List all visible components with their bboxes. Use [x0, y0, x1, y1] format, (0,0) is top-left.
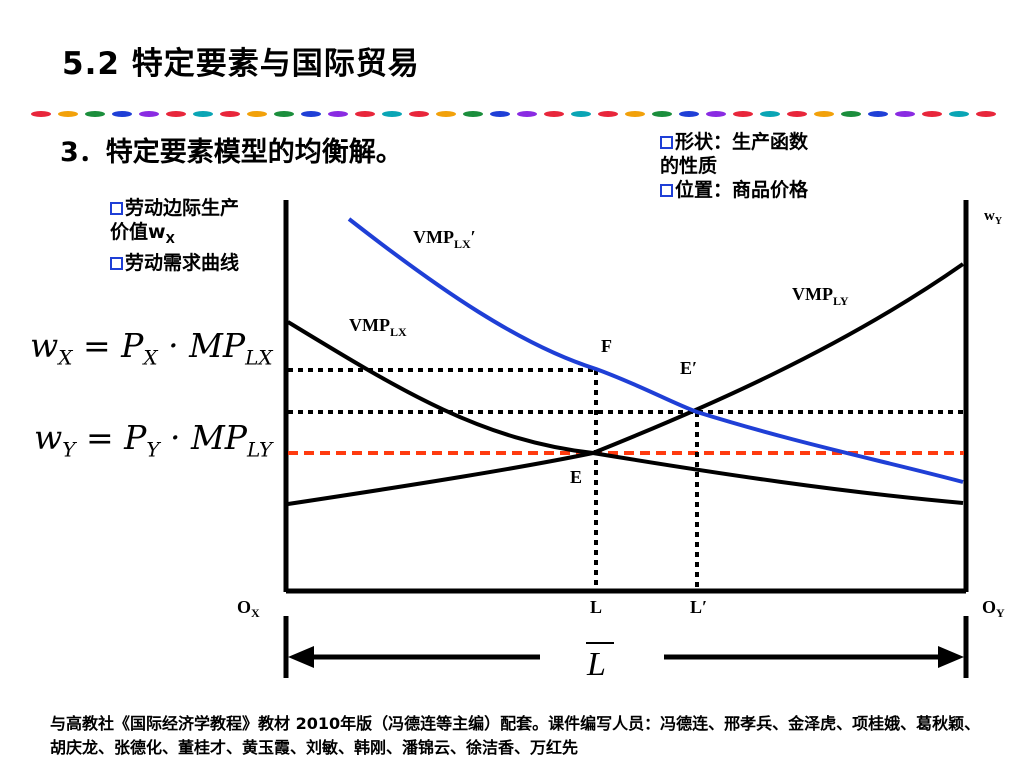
divider-dash [760, 111, 780, 117]
divider-dash [598, 111, 618, 117]
divider-dash [274, 111, 294, 117]
formula-wx: wX = PX · MPLX [30, 326, 273, 370]
divider-dash [895, 111, 915, 117]
checkbox-bullet-icon [110, 202, 123, 215]
divider-dash [544, 111, 564, 117]
note-vmp-line1: 劳动边际生产 [125, 197, 240, 219]
divider-dash [31, 111, 51, 117]
note-position-line: 位置：商品价格 [675, 179, 809, 201]
checkbox-bullet-icon [660, 136, 673, 149]
note-shape-position: 形状：生产函数 的性质 位置：商品价格 [660, 130, 808, 202]
note-vmp-line2: 价值w [110, 221, 166, 243]
section-subheading: 3．特定要素模型的均衡解。 [60, 137, 403, 168]
divider-dash [814, 111, 834, 117]
divider-dash [58, 111, 78, 117]
divider-dash [787, 111, 807, 117]
total-labor-L-bar: L [586, 646, 606, 683]
divider-dash [166, 111, 186, 117]
point-E: E [570, 467, 582, 487]
arrow-left-icon [288, 646, 314, 668]
divider-dash [679, 111, 699, 117]
divider-dash [652, 111, 672, 117]
divider-dash [409, 111, 429, 117]
divider-dash [85, 111, 105, 117]
divider-dash [436, 111, 456, 117]
note-labor-demand: 劳动边际生产 价值wX 劳动需求曲线 [110, 196, 239, 275]
divider-dash [463, 111, 483, 117]
divider-dash [220, 111, 240, 117]
divider-dash [517, 111, 537, 117]
divider-dash [922, 111, 942, 117]
label-vmp-lx-prime: VMPLX′ [413, 227, 476, 251]
vmp-ly-curve [287, 262, 965, 506]
divider-dash [841, 111, 861, 117]
divider-dash [112, 111, 132, 117]
checkbox-bullet-icon [660, 184, 673, 197]
divider-dash [355, 111, 375, 117]
divider-dash [706, 111, 726, 117]
vmp-lx-prime-curve [347, 217, 964, 484]
axis-label-oy: OY [982, 597, 1005, 620]
formula-wy: wY = PY · MPLY [34, 418, 273, 462]
point-F: F [601, 336, 612, 356]
axis-label-ox: OX [237, 597, 260, 620]
divider-dash [625, 111, 645, 117]
divider-dash [868, 111, 888, 117]
slide-title: 5.2 特定要素与国际贸易 [62, 46, 420, 82]
axis-label-L-prime: L′ [690, 597, 707, 617]
divider-dash [571, 111, 591, 117]
divider-dash [247, 111, 267, 117]
divider-dash [193, 111, 213, 117]
label-vmp-lx: VMPLX [349, 315, 407, 339]
footer-credits: 与高教社《国际经济学教程》教材 2010年版（冯德连等主编）配套。课件编写人员：… [50, 714, 981, 757]
divider-dash [976, 111, 996, 117]
divider-dash [382, 111, 402, 117]
decorative-divider [31, 111, 996, 117]
label-vmp-ly: VMPLY [792, 284, 849, 308]
note-shape-line2: 的性质 [660, 155, 718, 177]
checkbox-bullet-icon [110, 256, 123, 270]
divider-dash [139, 111, 159, 117]
axis-label-wy: wY [984, 208, 1003, 227]
divider-dash [733, 111, 753, 117]
note-shape-line1: 形状：生产函数 [675, 131, 809, 153]
axis-label-L: L [590, 597, 602, 617]
divider-dash [490, 111, 510, 117]
divider-dash [301, 111, 321, 117]
arrow-right-icon [938, 646, 964, 668]
note-vmp-line2-sub: X [165, 231, 175, 246]
point-E-prime: E′ [680, 358, 697, 378]
note-demand-curve: 劳动需求曲线 [125, 251, 240, 274]
divider-dash [949, 111, 969, 117]
divider-dash [328, 111, 348, 117]
